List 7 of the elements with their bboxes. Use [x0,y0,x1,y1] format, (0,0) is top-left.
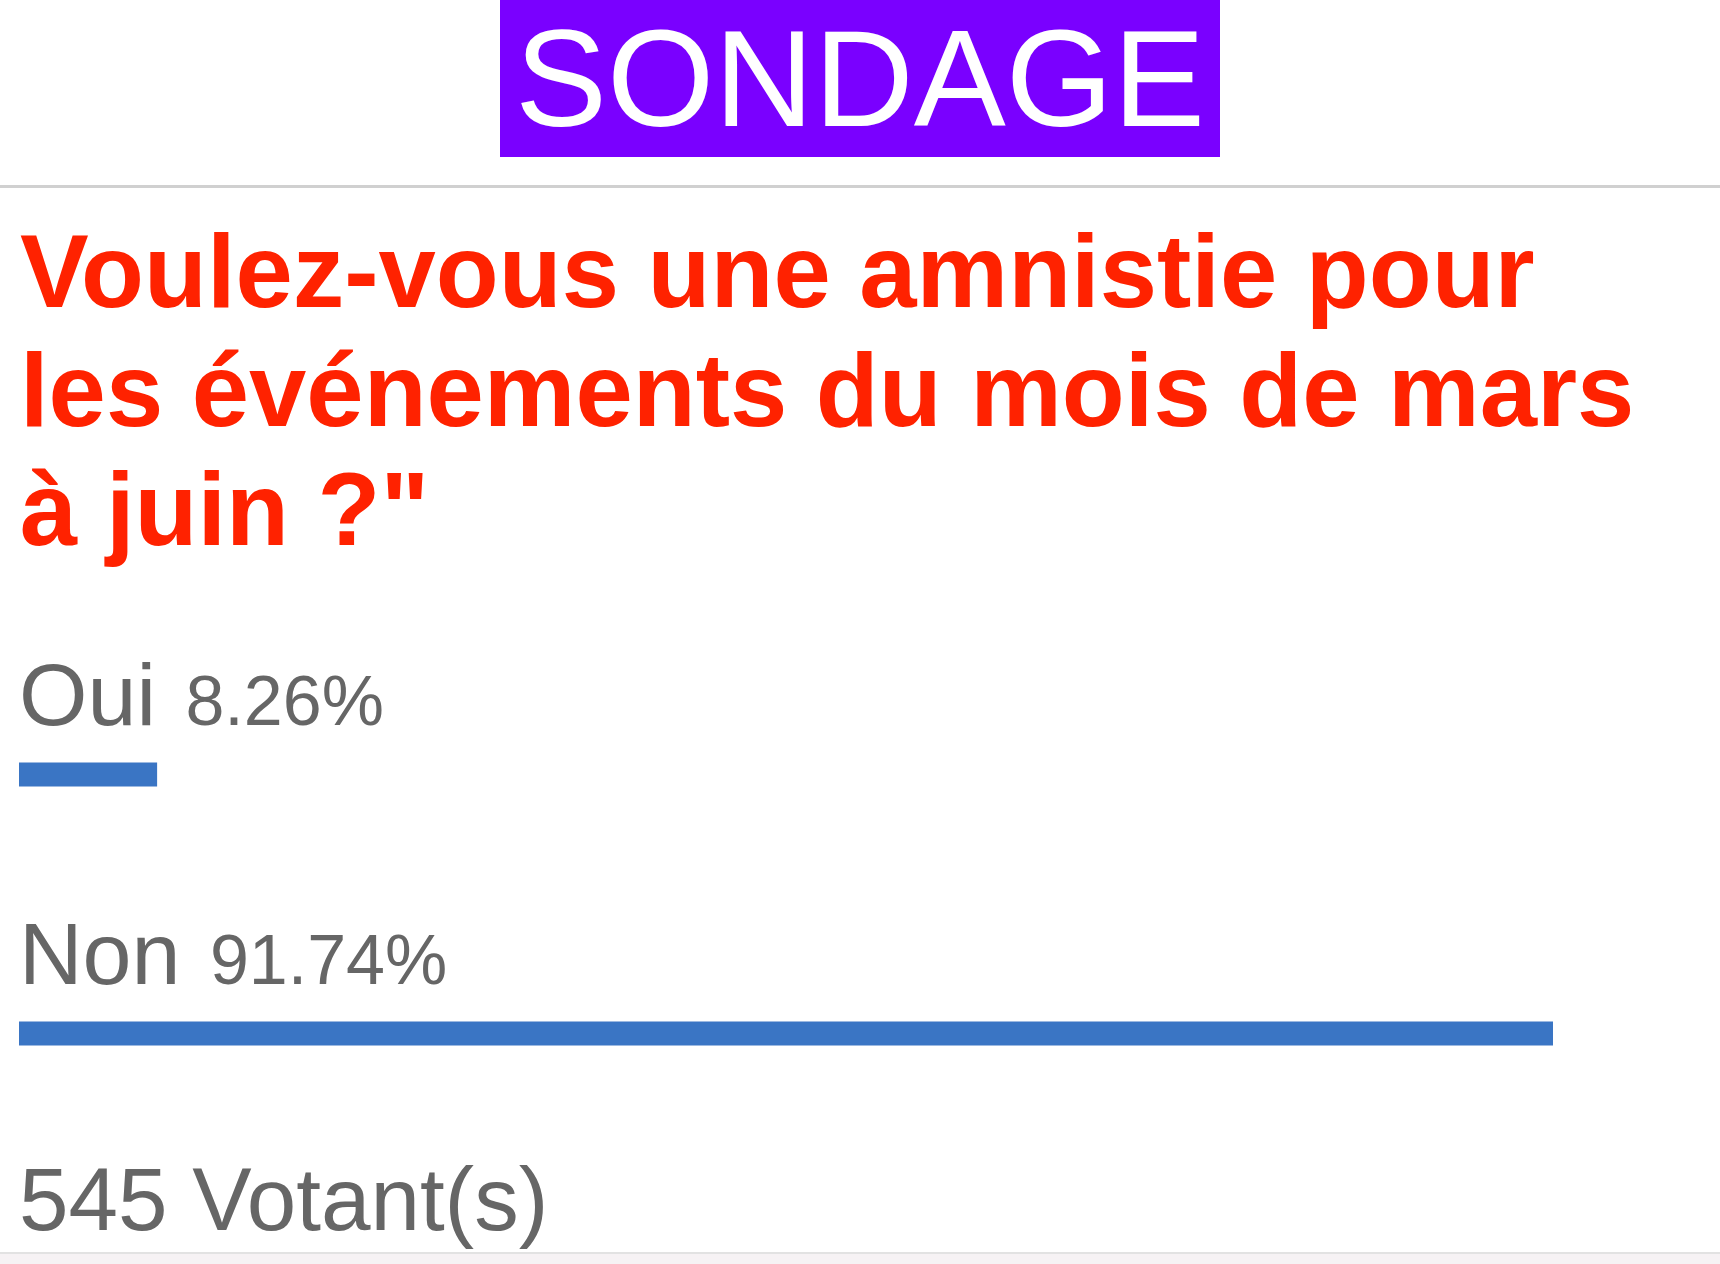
chart-subtitle: Voulez-vous une amnistie pour les événements du mois de mars à juin ?" [20,213,1636,569]
data-label: 8.26% [185,661,384,740]
y-tick-label: Non [19,903,181,1003]
data-label: 91.74% [209,920,448,999]
annotation: 545 Votant(s) [19,1149,549,1249]
y-tick-label: Oui [19,644,156,744]
title-banner: SONDAGE [499,0,1221,157]
